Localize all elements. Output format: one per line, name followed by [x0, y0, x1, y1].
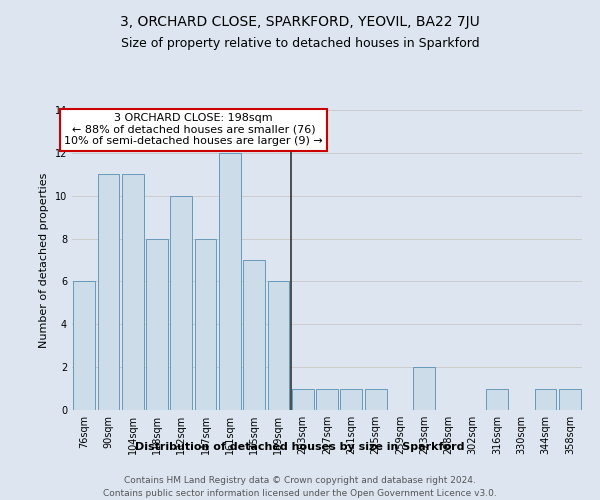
Text: 3, ORCHARD CLOSE, SPARKFORD, YEOVIL, BA22 7JU: 3, ORCHARD CLOSE, SPARKFORD, YEOVIL, BA2…	[120, 15, 480, 29]
Bar	[268, 282, 289, 410]
Bar	[292, 388, 314, 410]
Bar	[146, 238, 168, 410]
Bar	[486, 388, 508, 410]
Bar	[365, 388, 386, 410]
Bar	[413, 367, 435, 410]
Y-axis label: Number of detached properties: Number of detached properties	[39, 172, 49, 348]
Bar	[73, 282, 95, 410]
Text: Distribution of detached houses by size in Sparkford: Distribution of detached houses by size …	[135, 442, 465, 452]
Bar	[219, 153, 241, 410]
Text: 3 ORCHARD CLOSE: 198sqm
← 88% of detached houses are smaller (76)
10% of semi-de: 3 ORCHARD CLOSE: 198sqm ← 88% of detache…	[64, 113, 323, 146]
Text: Size of property relative to detached houses in Sparkford: Size of property relative to detached ho…	[121, 38, 479, 51]
Bar	[122, 174, 143, 410]
Text: Contains HM Land Registry data © Crown copyright and database right 2024.
Contai: Contains HM Land Registry data © Crown c…	[103, 476, 497, 498]
Bar	[170, 196, 192, 410]
Bar	[194, 238, 217, 410]
Bar	[97, 174, 119, 410]
Bar	[559, 388, 581, 410]
Bar	[316, 388, 338, 410]
Bar	[340, 388, 362, 410]
Bar	[535, 388, 556, 410]
Bar	[243, 260, 265, 410]
